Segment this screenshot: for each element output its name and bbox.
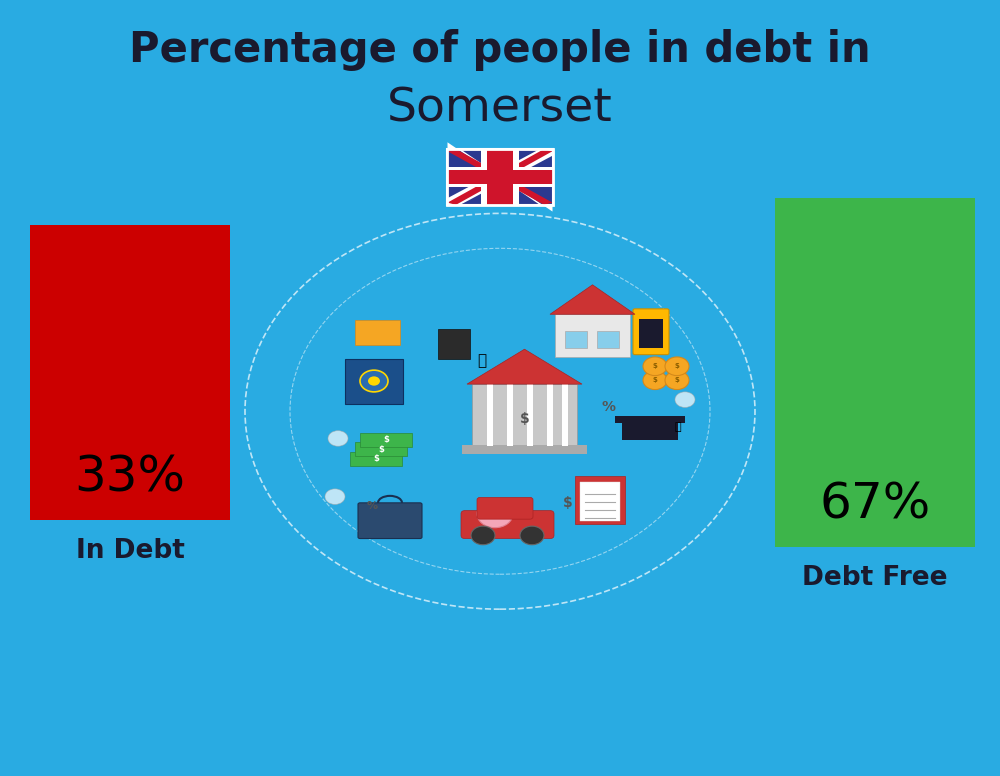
FancyBboxPatch shape [345,359,403,404]
FancyBboxPatch shape [438,329,470,359]
Circle shape [360,370,388,392]
Text: Debt Free: Debt Free [802,565,948,591]
Polygon shape [550,285,635,314]
FancyBboxPatch shape [487,384,493,446]
FancyBboxPatch shape [481,149,519,205]
FancyBboxPatch shape [461,511,554,539]
Text: $: $ [378,445,384,454]
Circle shape [368,376,380,386]
Text: $: $ [675,363,679,369]
FancyBboxPatch shape [562,384,568,446]
FancyBboxPatch shape [472,384,577,446]
FancyBboxPatch shape [355,442,407,456]
FancyBboxPatch shape [555,314,630,357]
FancyBboxPatch shape [360,433,412,447]
Text: 33%: 33% [74,453,186,501]
Text: %: % [366,501,378,511]
Circle shape [477,500,513,528]
FancyBboxPatch shape [633,309,669,355]
Circle shape [675,392,695,407]
FancyBboxPatch shape [358,503,422,539]
Polygon shape [447,149,552,205]
Polygon shape [447,149,552,205]
Text: Somerset: Somerset [387,86,613,131]
FancyBboxPatch shape [775,198,975,547]
FancyBboxPatch shape [477,497,533,519]
Circle shape [471,526,495,545]
Text: Percentage of people in debt in: Percentage of people in debt in [129,29,871,71]
Text: In Debt: In Debt [76,538,184,564]
Circle shape [325,489,345,504]
FancyBboxPatch shape [487,149,513,205]
FancyBboxPatch shape [622,423,678,440]
FancyBboxPatch shape [639,319,663,348]
Text: $: $ [675,377,679,383]
FancyBboxPatch shape [355,320,400,345]
Polygon shape [447,149,552,205]
FancyBboxPatch shape [565,331,587,348]
Circle shape [328,431,348,446]
Text: $: $ [383,435,389,445]
Circle shape [643,357,667,376]
Text: $: $ [373,454,379,463]
FancyBboxPatch shape [447,149,552,205]
Polygon shape [447,142,552,212]
FancyBboxPatch shape [547,384,553,446]
FancyBboxPatch shape [30,225,230,520]
Text: $: $ [563,496,573,510]
Circle shape [643,371,667,390]
Text: $: $ [653,363,657,369]
Text: 67%: 67% [819,480,931,528]
Circle shape [520,526,544,545]
FancyBboxPatch shape [575,476,625,524]
Polygon shape [467,349,582,384]
FancyBboxPatch shape [580,482,620,521]
FancyBboxPatch shape [507,384,513,446]
Circle shape [665,371,689,390]
FancyBboxPatch shape [350,452,402,466]
Text: %: % [601,400,615,414]
Text: $: $ [520,412,529,426]
Text: 🎓: 🎓 [675,422,681,431]
FancyBboxPatch shape [447,170,552,184]
Circle shape [665,357,689,376]
FancyBboxPatch shape [597,331,619,348]
Text: $: $ [653,377,657,383]
FancyBboxPatch shape [527,384,533,446]
FancyBboxPatch shape [447,167,552,187]
FancyBboxPatch shape [462,445,587,454]
Text: 🔑: 🔑 [477,353,487,369]
Polygon shape [615,416,685,423]
